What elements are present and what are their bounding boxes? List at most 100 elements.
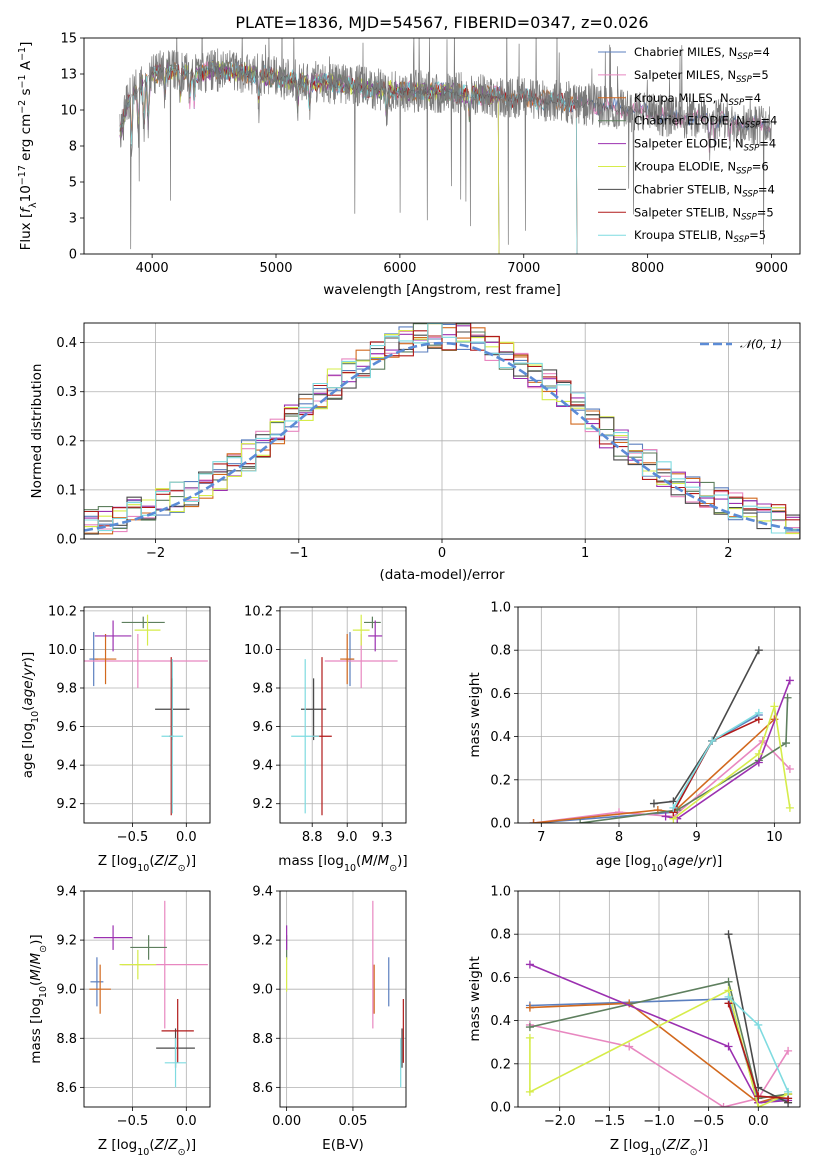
data-point-marker: [754, 708, 763, 717]
label-part: 10: [649, 1147, 661, 1158]
label-part: Z: [167, 1137, 178, 1153]
data-point-marker: [719, 1103, 728, 1107]
y-axis-label: mass [log10(M/M⊙)]: [28, 934, 49, 1063]
legend-subscript: SSP: [744, 144, 760, 154]
label-part: /: [164, 853, 169, 869]
x-tick-label: 0.05: [338, 1114, 367, 1129]
label-part: yr: [20, 661, 36, 677]
data-point-marker: [754, 1092, 763, 1101]
y-tick-label: 10.0: [48, 643, 77, 658]
data-point-marker: [785, 676, 794, 685]
y-tick-label: 5: [69, 176, 77, 191]
label-part: )]: [186, 853, 197, 869]
label-part: 10: [137, 863, 149, 874]
data-point-marker: [785, 765, 794, 773]
plot-residuals: −2 −1 0 1 2 0.0 0.1 0.2 0.3 0.4 (data-model)/error…: [29, 322, 801, 583]
series-line: [529, 980, 789, 1100]
normal-curve: [84, 341, 800, 532]
plot-frame: [279, 606, 407, 824]
legend-text: Salpeter MILES, N: [634, 68, 736, 82]
label-part: /: [373, 853, 378, 869]
x-tick-label: 7000: [507, 261, 540, 276]
legend-label-chabrier-elodie: Chabrier ELODIE, NSSP=4: [634, 114, 777, 131]
mass-weight-series-kroupa-stelib: [669, 708, 763, 812]
label-part: 10: [18, 185, 34, 202]
observed-spectrum: [119, 38, 772, 250]
data-point-marker: [661, 812, 670, 821]
x-tick-label: 0: [438, 546, 446, 561]
label-part: )]: [186, 1137, 197, 1153]
label-part: mass [log: [278, 853, 344, 869]
data-point-marker: [669, 803, 678, 812]
x-axis-label: mass [log10(M/M⊙)]: [278, 853, 407, 874]
y-tick-label: 1.0: [490, 601, 511, 616]
legend-value: =4: [759, 137, 776, 151]
data-point-marker: [724, 1042, 733, 1051]
x-axis-label: wavelength [Angstrom, rest frame]: [323, 282, 561, 298]
histogram-kroupa-stelib: [84, 323, 800, 539]
label-part: Z [log: [98, 1137, 137, 1153]
x-tick-label: 9000: [755, 261, 788, 276]
y-tick-label: 0.6: [490, 687, 511, 702]
x-tick-label: −0.5: [117, 1114, 149, 1129]
x-tick-label: 1: [581, 546, 589, 561]
y-tick-label: 9.2: [56, 797, 77, 812]
label-part: (: [663, 853, 668, 869]
y-tick-label: 9.2: [252, 797, 273, 812]
plot-frame: [517, 606, 801, 824]
legend-value: =4: [753, 45, 770, 59]
data-point-marker: [770, 702, 779, 711]
label-part: age [log: [20, 723, 36, 778]
y-tick-label: 8.8: [252, 1032, 273, 1047]
legend-text: Chabrier STELIB, N: [634, 182, 742, 196]
label-part: Z: [167, 853, 178, 869]
data-point-marker: [754, 749, 763, 758]
y-axis-label: mass weight: [467, 672, 483, 757]
y-tick-label: 9.0: [56, 983, 77, 998]
x-tick-label: 9.3: [372, 830, 393, 845]
data-point-marker: [525, 1023, 534, 1032]
data-point-marker: [724, 977, 733, 986]
y-tick-label: 0.1: [56, 483, 77, 498]
y-tick-label: 8.8: [56, 1032, 77, 1047]
plot-area: [119, 38, 772, 254]
y-tick-label: 0.2: [56, 434, 77, 449]
label-part: )]: [712, 853, 723, 869]
series-line: [672, 706, 791, 820]
plot-frame: [83, 322, 801, 540]
label-part: M: [361, 853, 373, 869]
y-tick-label: 0.2: [490, 773, 511, 788]
y-tick-label: 0.0: [490, 817, 511, 832]
data-point-marker: [708, 736, 717, 745]
plot-age_vs_mass: 8.8 9.0 9.3 9.2 9.4 9.6 9.8 10.0 10.2 mass [log10…: [244, 604, 408, 873]
data-point-marker: [724, 930, 733, 939]
errorbar-point-salpeter-elodie: [368, 620, 383, 652]
data-point-marker: [785, 803, 794, 812]
plot-area: [286, 900, 404, 1088]
legend-text: Salpeter STELIB, N: [634, 205, 741, 219]
x-tick-label: −1.0: [643, 1114, 675, 1129]
y-tick-label: 0.0: [490, 1101, 511, 1116]
label-part: ⊙: [178, 1147, 186, 1158]
y-tick-label: 9.2: [252, 934, 273, 949]
x-axis-label: E(B-V): [322, 1137, 364, 1153]
legend-label-kroupa-elodie: Kroupa ELODIE, NSSP=6: [634, 160, 769, 177]
data-point-marker: [783, 693, 792, 702]
legend-label-salpeter-elodie: Salpeter ELODIE, NSSP=4: [634, 137, 776, 154]
x-tick-label: −1: [289, 546, 308, 561]
x-axis-label: Z [log10(Z/Z⊙)]: [98, 1137, 196, 1158]
label-part: −1: [17, 47, 28, 61]
label-part: −2: [17, 100, 28, 114]
x-tick-label: 0.0: [176, 830, 197, 845]
mass-weight-series-salpeter-stelib: [724, 999, 793, 1103]
x-tick-label: 9: [693, 830, 701, 845]
legend-subscript: SSP: [729, 98, 745, 108]
label-part: )]: [397, 853, 408, 869]
x-tick-label: −0.5: [117, 830, 149, 845]
data-point-marker: [525, 1087, 534, 1096]
label-part: Flux [: [18, 213, 34, 251]
legend-text: Chabrier ELODIE, N: [634, 114, 745, 128]
label-part: )]: [20, 652, 36, 663]
x-tick-label: 9.0: [337, 830, 358, 845]
label-part: M: [28, 969, 44, 981]
